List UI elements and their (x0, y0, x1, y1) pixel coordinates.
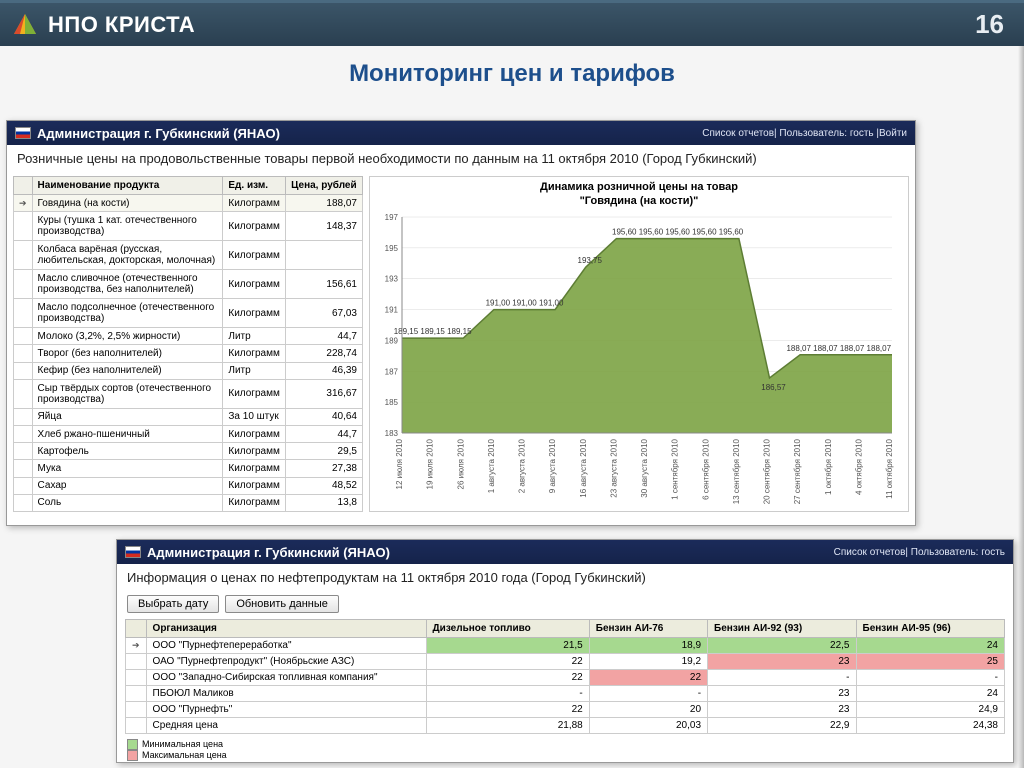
svg-text:193: 193 (385, 275, 399, 284)
table-row[interactable]: Молоко (3,2%, 2,5% жирности)Литр44,7 (14, 328, 363, 345)
svg-text:19 июля 2010: 19 июля 2010 (426, 438, 435, 489)
svg-text:189,15 189,15 189,15: 189,15 189,15 189,15 (394, 327, 472, 336)
svg-text:1 сентября 2010: 1 сентября 2010 (671, 438, 680, 499)
refresh-button[interactable]: Обновить данные (225, 595, 339, 613)
svg-text:11 октября 2010: 11 октября 2010 (885, 438, 894, 498)
page-title: Мониторинг цен и тарифов (0, 46, 1024, 98)
table-row[interactable]: КартофельКилограмм29,5 (14, 443, 363, 460)
svg-text:186,57: 186,57 (761, 383, 786, 392)
brand-name: НПО КРИСТА (48, 12, 195, 38)
col-org[interactable]: Организация (146, 620, 426, 638)
table-row[interactable]: Средняя цена21,8820,0322,924,38 (126, 718, 1005, 734)
svg-text:2 августа 2010: 2 августа 2010 (518, 438, 527, 493)
svg-text:189: 189 (385, 336, 399, 345)
svg-text:185: 185 (385, 398, 399, 407)
prices-panel: Администрация г. Губкинский (ЯНАО) Списо… (6, 120, 916, 526)
choose-date-button[interactable]: Выбрать дату (127, 595, 219, 613)
col-price[interactable]: Цена, рублей (286, 177, 363, 195)
table-row[interactable]: ООО "Пурнефть"22202324,9 (126, 702, 1005, 718)
table-row[interactable]: ПБОЮЛ Маликов--2324 (126, 686, 1005, 702)
logo-triangle-icon (12, 12, 38, 38)
svg-text:197: 197 (385, 213, 399, 222)
svg-text:191: 191 (385, 306, 399, 315)
panel-header: Администрация г. Губкинский (ЯНАО) Списо… (7, 121, 915, 145)
svg-text:1 августа 2010: 1 августа 2010 (487, 438, 496, 493)
chart-title: Динамика розничной цены на товар (370, 177, 908, 195)
table-row[interactable]: Кефир (без наполнителей)Литр46,39 (14, 362, 363, 379)
svg-text:26 июля 2010: 26 июля 2010 (456, 438, 465, 489)
flag-icon (125, 546, 141, 558)
svg-text:183: 183 (385, 429, 399, 438)
table-row[interactable]: СахарКилограмм48,52 (14, 477, 363, 494)
fuel-header-links[interactable]: Список отчетов| Пользователь: гость (834, 547, 1005, 558)
svg-text:4 октября 2010: 4 октября 2010 (854, 438, 863, 495)
panel-title: Администрация г. Губкинский (ЯНАО) (37, 126, 280, 141)
svg-text:12 июля 2010: 12 июля 2010 (395, 438, 404, 489)
svg-text:188,07 188,07 188,07 188,07: 188,07 188,07 188,07 188,07 (786, 344, 891, 353)
fuel-panel: Администрация г. Губкинский (ЯНАО) Списо… (116, 539, 1014, 763)
table-row[interactable]: ОАО "Пурнефтепродукт" (Ноябрьские АЗС)22… (126, 654, 1005, 670)
col-unit[interactable]: Ед. изм. (223, 177, 286, 195)
col-ai95[interactable]: Бензин АИ-95 (96) (856, 620, 1005, 638)
fuel-panel-title: Администрация г. Губкинский (ЯНАО) (147, 545, 390, 560)
col-ai76[interactable]: Бензин АИ-76 (589, 620, 707, 638)
svg-text:23 августа 2010: 23 августа 2010 (609, 438, 618, 497)
table-row[interactable]: СольКилограмм13,8 (14, 494, 363, 511)
flag-icon (15, 127, 31, 139)
svg-text:1 октября 2010: 1 октября 2010 (824, 438, 833, 495)
svg-text:187: 187 (385, 367, 399, 376)
fuel-table: Организация Дизельное топливо Бензин АИ-… (125, 619, 1005, 734)
svg-text:195,60 195,60 195,60 195,60 19: 195,60 195,60 195,60 195,60 195,60 (612, 228, 744, 237)
table-row[interactable]: Масло подсолнечное (отечественного произ… (14, 299, 363, 328)
table-row[interactable]: МукаКилограмм27,38 (14, 460, 363, 477)
table-row[interactable]: Сыр твёрдых сортов (отечественного произ… (14, 379, 363, 408)
svg-text:195: 195 (385, 244, 399, 253)
svg-text:191,00 191,00 191,00: 191,00 191,00 191,00 (486, 299, 564, 308)
table-row[interactable]: Хлеб ржано-пшеничныйКилограмм44,7 (14, 425, 363, 442)
table-row[interactable]: ЯйцаЗа 10 штук40,64 (14, 408, 363, 425)
fuel-subtitle: Информация о ценах по нефтепродуктам на … (117, 564, 1013, 591)
svg-text:20 сентября 2010: 20 сентября 2010 (763, 438, 772, 504)
col-product[interactable]: Наименование продукта (32, 177, 223, 195)
svg-text:27 сентября 2010: 27 сентября 2010 (793, 438, 802, 504)
svg-text:193,75: 193,75 (578, 256, 603, 265)
table-row[interactable]: Куры (тушка 1 кат. отечественного произв… (14, 212, 363, 241)
table-row[interactable]: ➔Говядина (на кости)Килограмм188,07 (14, 195, 363, 212)
fuel-legend: Минимальная цена Максимальная цена (117, 736, 1013, 764)
slide-number: 16 (975, 9, 1012, 40)
table-row[interactable]: ООО "Западно-Сибирская топливная компани… (126, 670, 1005, 686)
panel-header-links[interactable]: Список отчетов| Пользователь: гость |Вой… (702, 128, 907, 139)
table-row[interactable]: Колбаса варёная (русская, любительская, … (14, 241, 363, 270)
table-row[interactable]: Масло сливочное (отечественного производ… (14, 270, 363, 299)
price-chart: Динамика розничной цены на товар "Говяди… (369, 176, 909, 512)
chart-svg: 183 185 187 189 191 193 195 197 12 июля 2010 19 и… (370, 211, 900, 511)
products-table: Наименование продукта Ед. изм. Цена, руб… (13, 176, 363, 512)
top-banner: НПО КРИСТА 16 (0, 0, 1024, 46)
svg-text:6 сентября 2010: 6 сентября 2010 (701, 438, 710, 499)
col-ai92[interactable]: Бензин АИ-92 (93) (708, 620, 856, 638)
svg-text:30 августа 2010: 30 августа 2010 (640, 438, 649, 497)
svg-text:16 августа 2010: 16 августа 2010 (579, 438, 588, 497)
col-diesel[interactable]: Дизельное топливо (426, 620, 589, 638)
svg-text:9 августа 2010: 9 августа 2010 (548, 438, 557, 493)
panel-subtitle: Розничные цены на продовольственные това… (7, 145, 915, 172)
table-row[interactable]: Творог (без наполнителей)Килограмм228,74 (14, 345, 363, 362)
fuel-panel-header: Администрация г. Губкинский (ЯНАО) Списо… (117, 540, 1013, 564)
chart-subtitle: "Говядина (на кости)" (370, 195, 908, 211)
svg-text:13 сентября 2010: 13 сентября 2010 (732, 438, 741, 504)
table-row[interactable]: ➔ООО "Пурнефтепереработка"21,518,922,524 (126, 638, 1005, 654)
